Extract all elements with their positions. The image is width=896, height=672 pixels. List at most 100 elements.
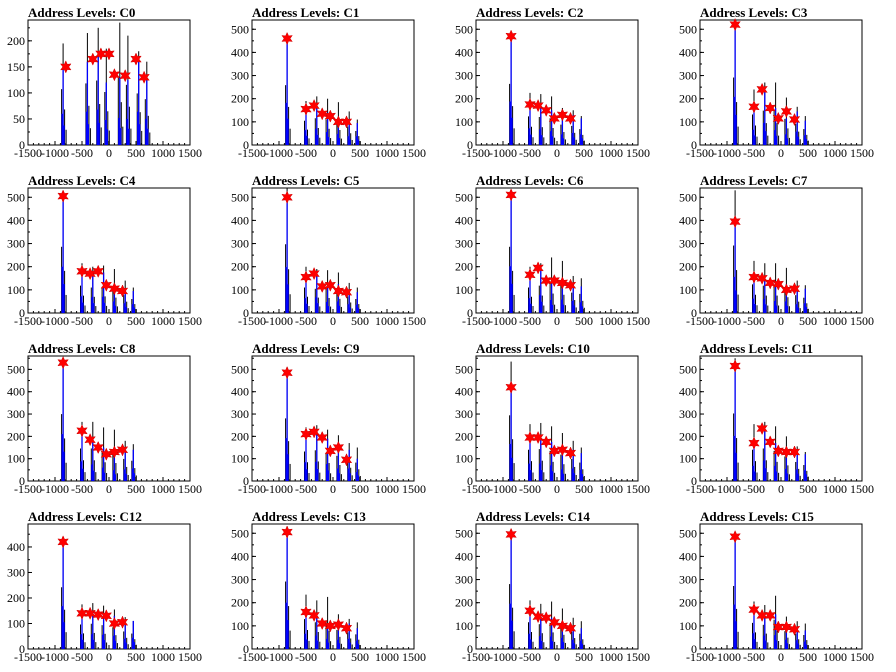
plot-frame — [475, 187, 639, 314]
x-tick-label: -500 — [519, 650, 541, 664]
chart-title: Address Levels: C4 — [28, 173, 136, 188]
y-tick-label: 400 — [7, 540, 25, 554]
chart-svg: 0 100 200 300 400 500 -1500 -1000 -500 0 500 1000 15… — [231, 523, 426, 664]
plot-frame — [27, 355, 191, 482]
y-tick-label: 500 — [455, 362, 473, 376]
chart-svg: 0 100 200 300 400 500 -1500 -1000 -500 0 500 1000 15… — [679, 523, 874, 664]
peak-marker — [324, 278, 337, 292]
peak-marker — [76, 424, 88, 438]
plot-frame — [475, 355, 639, 482]
peak-marker — [756, 271, 768, 285]
y-tick-label: 100 — [7, 616, 25, 630]
peak-marker — [764, 435, 776, 449]
peak-marker — [729, 214, 741, 229]
y-tick-label: 300 — [679, 407, 697, 421]
peak-marker — [340, 453, 353, 467]
chart-panel: Address Levels: C3 0 100 200 300 400 500 -1500-… — [672, 0, 896, 168]
chart-panel: Address Levels: C14 0 100 200 300 400 500 -1500… — [448, 504, 672, 672]
peak-marker — [772, 444, 785, 458]
x-tick-label: 1000 — [151, 650, 175, 664]
plot-frame — [475, 523, 639, 650]
peak-marker — [772, 277, 785, 291]
chart-svg: 0 100 200 300 400 500 -1500 -1000 -500 0 500 1000 15… — [7, 355, 202, 496]
peak-marker — [748, 602, 760, 617]
x-tick-label: 1000 — [599, 146, 623, 160]
x-tick-label: -500 — [71, 146, 93, 160]
x-tick-label: 1500 — [178, 482, 202, 496]
chart-svg: 0 100 200 300 400 500 -1500 -1000 -500 0 500 1000 15… — [679, 187, 874, 328]
x-tick-label: 500 — [799, 314, 817, 328]
plot-frame — [251, 523, 415, 650]
x-tick-label: -1500 — [462, 650, 490, 664]
chart-panel: Address Levels: C10 0 100 200 300 400 500 -1500… — [448, 336, 672, 504]
x-tick-label: -500 — [743, 146, 765, 160]
y-tick-label: 100 — [7, 86, 25, 100]
y-tick-label: 0 — [243, 306, 249, 320]
peak-marker — [130, 52, 142, 66]
x-tick-label: -500 — [519, 146, 541, 160]
chart-panel: Address Levels: C9 0 100 200 300 400 500 -1500-… — [224, 336, 448, 504]
x-tick-label: 0 — [778, 650, 784, 664]
chart-title: Address Levels: C7 — [700, 173, 808, 188]
peak-marker — [308, 266, 320, 281]
x-tick-label: 1000 — [599, 314, 623, 328]
peak-marker — [564, 111, 577, 126]
plot-frame — [27, 523, 191, 650]
x-tick-label: 500 — [575, 314, 593, 328]
y-tick-label: 500 — [231, 362, 249, 376]
peak-marker — [300, 270, 312, 284]
x-tick-label: -500 — [71, 314, 93, 328]
peak-marker — [300, 605, 312, 619]
chart-title: Address Levels: C1 — [252, 5, 360, 20]
peak-marker — [564, 446, 577, 460]
peak-marker — [300, 102, 312, 116]
x-tick-label: -1000 — [713, 146, 741, 160]
peak-marker — [505, 380, 517, 394]
y-tick-label: 300 — [231, 237, 249, 251]
peak-marker — [788, 282, 801, 296]
peak-marker — [87, 52, 99, 66]
y-tick-label: 500 — [679, 362, 697, 376]
x-tick-label: -1500 — [238, 650, 266, 664]
x-tick-label: 1500 — [402, 482, 426, 496]
peak-marker — [748, 436, 760, 450]
chart-title: Address Levels: C8 — [28, 341, 136, 356]
x-tick-label: -500 — [295, 650, 317, 664]
y-tick-label: 200 — [679, 260, 697, 274]
y-tick-label: 300 — [455, 69, 473, 83]
x-tick-label: 1000 — [375, 146, 399, 160]
x-tick-label: 0 — [778, 146, 784, 160]
peak-marker — [564, 278, 577, 292]
y-tick-label: 500 — [231, 22, 249, 36]
peak-marker — [524, 268, 536, 282]
x-tick-label: -1000 — [713, 650, 741, 664]
chart-svg: 0 100 200 300 400 500 -1500 -1000 -500 0 500 1000 15… — [679, 355, 874, 496]
peak-marker — [84, 606, 96, 620]
x-tick-label: 0 — [106, 650, 112, 664]
x-tick-label: 1000 — [823, 650, 847, 664]
x-tick-label: -1000 — [265, 650, 293, 664]
x-tick-label: -1500 — [686, 650, 714, 664]
y-tick-label: 400 — [231, 45, 249, 59]
y-tick-label: 200 — [455, 92, 473, 106]
plot-frame — [251, 19, 415, 146]
x-tick-label: 1000 — [375, 650, 399, 664]
chart-panel: Address Levels: C8 0 100 200 300 400 500 -1500-… — [0, 336, 224, 504]
x-tick-label: -1500 — [686, 146, 714, 160]
y-tick-label: 0 — [243, 642, 249, 656]
x-tick-label: -1500 — [14, 650, 42, 664]
x-tick-label: 500 — [127, 650, 145, 664]
chart-panel: Address Levels: C2 0 100 200 300 400 500 -1500-… — [448, 0, 672, 168]
y-tick-label: 100 — [679, 115, 697, 129]
x-tick-label: 500 — [575, 650, 593, 664]
x-tick-label: -1000 — [489, 650, 517, 664]
x-tick-label: 500 — [799, 482, 817, 496]
y-tick-label: 100 — [455, 452, 473, 466]
peak-marker — [556, 619, 569, 633]
y-tick-label: 0 — [691, 474, 697, 488]
x-tick-label: 1000 — [375, 314, 399, 328]
chart-panel: Address Levels: C4 0 100 200 300 400 500 -1500-… — [0, 168, 224, 336]
y-tick-label: 500 — [231, 526, 249, 540]
x-tick-label: 0 — [778, 314, 784, 328]
y-tick-label: 500 — [455, 190, 473, 204]
